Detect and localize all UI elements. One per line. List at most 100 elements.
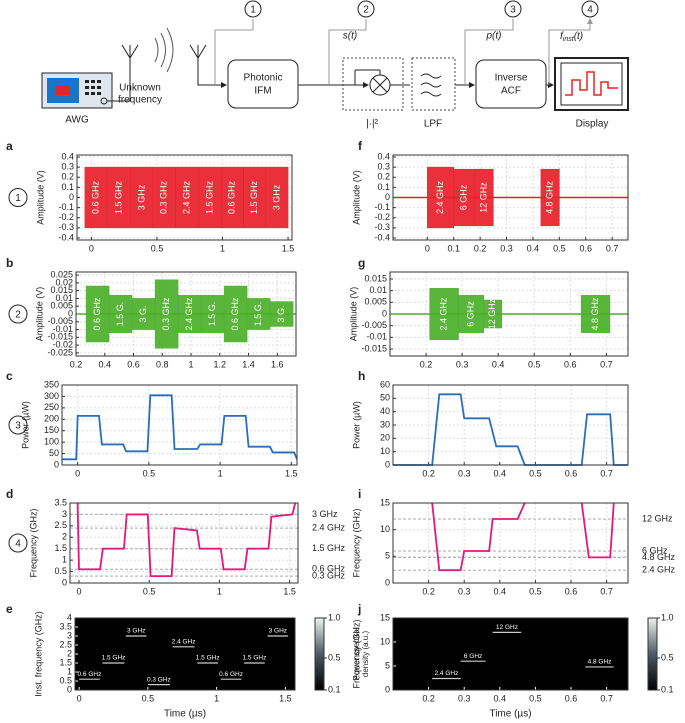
burst-label: 2.4 GHz [184,297,194,331]
x-tick-label: 0.7 [600,468,613,478]
marker-label: 6 GHz [642,545,668,555]
colorbar-label: Power spectral [352,627,361,680]
burst-label: 3 G. [276,305,286,322]
marker-label: 1.5 GHz [312,543,346,553]
spectral-label: 0.6 GHz [78,671,102,678]
marker-label: 12 GHz [642,513,673,523]
x-tick-label: 0 [89,243,94,253]
plot-frame [392,154,629,241]
x-tick-label: 0.5 [151,243,164,253]
x-tick-label: 0 [75,468,80,478]
burst-label: 2.4 GHz [435,180,445,214]
acf-label: ACF [501,86,521,97]
spectral-label: 1.5 GHz [196,655,220,662]
spectral-label: 0.6 GHz [219,671,243,678]
plot-frame [69,502,299,584]
y-tick-label: -0.3 [58,222,74,232]
probe-number: 4 [587,5,593,16]
burst-label: 0.6 GHz [227,180,237,214]
burst-label: 1.5 GHz [113,180,123,214]
line [76,502,297,578]
burst-label: 1.5 GHz [249,180,259,214]
y-axis-label: Power (µW) [351,401,361,449]
y-tick-label: 0.4 [61,151,74,161]
waves [154,27,174,73]
panel-letter: b [6,256,13,270]
burst-label: 2.4 GHz [181,180,191,214]
y-tick-label: 10 [380,446,390,456]
x-tick-label: 0.6 [565,468,578,478]
x-tick-label: 1 [217,586,222,596]
antenna-tx [107,44,139,102]
awg-icon [55,85,69,95]
row-number: 4 [15,539,21,550]
y-tick-label: -0.015 [47,332,73,342]
x-tick-label: 0.3 [458,693,471,703]
burst [474,168,494,227]
x-tick-label: 1 [218,468,223,478]
signal-label: finst(t) [560,31,583,43]
ifm-label: IFM [254,86,271,97]
burst-label: 0.3 GHz [161,297,171,331]
x-tick-label: 0.5 [529,468,542,478]
y-tick-label: 5 [385,551,390,561]
y-tick-label: 0.01 [55,293,73,303]
y-tick-label: 2.5 [54,520,67,530]
x-tick-label: 1.5 [283,586,296,596]
plot-frame [389,271,629,357]
x-tick-label: 0.6 [565,693,578,703]
colorbar-tick-label: 1.0 [661,612,674,622]
lpf-box [411,57,456,111]
y-tick-label: -0.01 [366,332,387,342]
row-circle [8,304,28,324]
burst-label: 12 GHz [478,182,488,213]
y-tick-label: -0.02 [52,339,73,349]
row-number: 2 [15,310,21,321]
x-tick-label: 0.2 [420,359,433,369]
y-axis-label: Power (µW) [20,401,30,449]
y-tick-label: 0 [69,192,74,202]
y-tick-label: -0.4 [58,232,74,242]
signal-label: s(t) [343,31,357,42]
marker-label: 4.8 GHz [642,552,676,562]
panel-letter: g [358,256,365,270]
burst [458,295,485,333]
burst-label: 3 GHz [136,184,146,210]
colorbar-tick-label: 0.5 [328,652,341,662]
y-tick-label: 1.5 [59,657,72,667]
probe-number: 1 [250,5,256,16]
y-tick-label: 40 [380,406,390,416]
y-tick-label: 0.3 [61,162,74,172]
x-tick-label: 0.5 [143,586,156,596]
y-tick-label: -0.3 [374,222,390,232]
marker-label: 0.3 GHz [312,571,346,581]
y-tick-label: 0.3 [377,162,390,172]
display-label: Display [576,119,609,130]
burst-label: 0.3 GHz [159,180,169,214]
x-tick-label: 0 [77,693,82,703]
y-tick-label: -0.015 [361,343,387,353]
y-tick-label: 0.005 [364,297,387,307]
x-tick-label: 0.2 [70,359,83,369]
y-tick-label: 0.4 [377,151,390,161]
burst-label: 0.6 GHz [230,297,240,331]
y-tick-label: 0.01 [369,285,387,295]
y-tick-label: 1.5 [54,543,67,553]
f-arg: (t) [574,31,583,42]
burst-label: 3 GHz [271,184,281,210]
spectral-label: 12 GHz [496,624,518,631]
squarer-label: |·|² [366,119,379,130]
y-axis-label: Inst. frequency (GHz) [33,611,43,697]
probe-circle [357,0,375,18]
row-number: 1 [15,193,21,204]
burst-label: 0.6 GHz [92,297,102,331]
row-circle [8,188,28,207]
line [431,502,615,572]
x-tick-label: 0.4 [527,243,540,253]
y-tick-label: 0.025 [50,269,73,279]
source-label: frequency [118,95,162,106]
burst-label: 1.5 G. [207,302,217,327]
y-tick-label: 2 [62,532,67,542]
spectral-label: 1.5 GHz [102,655,126,662]
